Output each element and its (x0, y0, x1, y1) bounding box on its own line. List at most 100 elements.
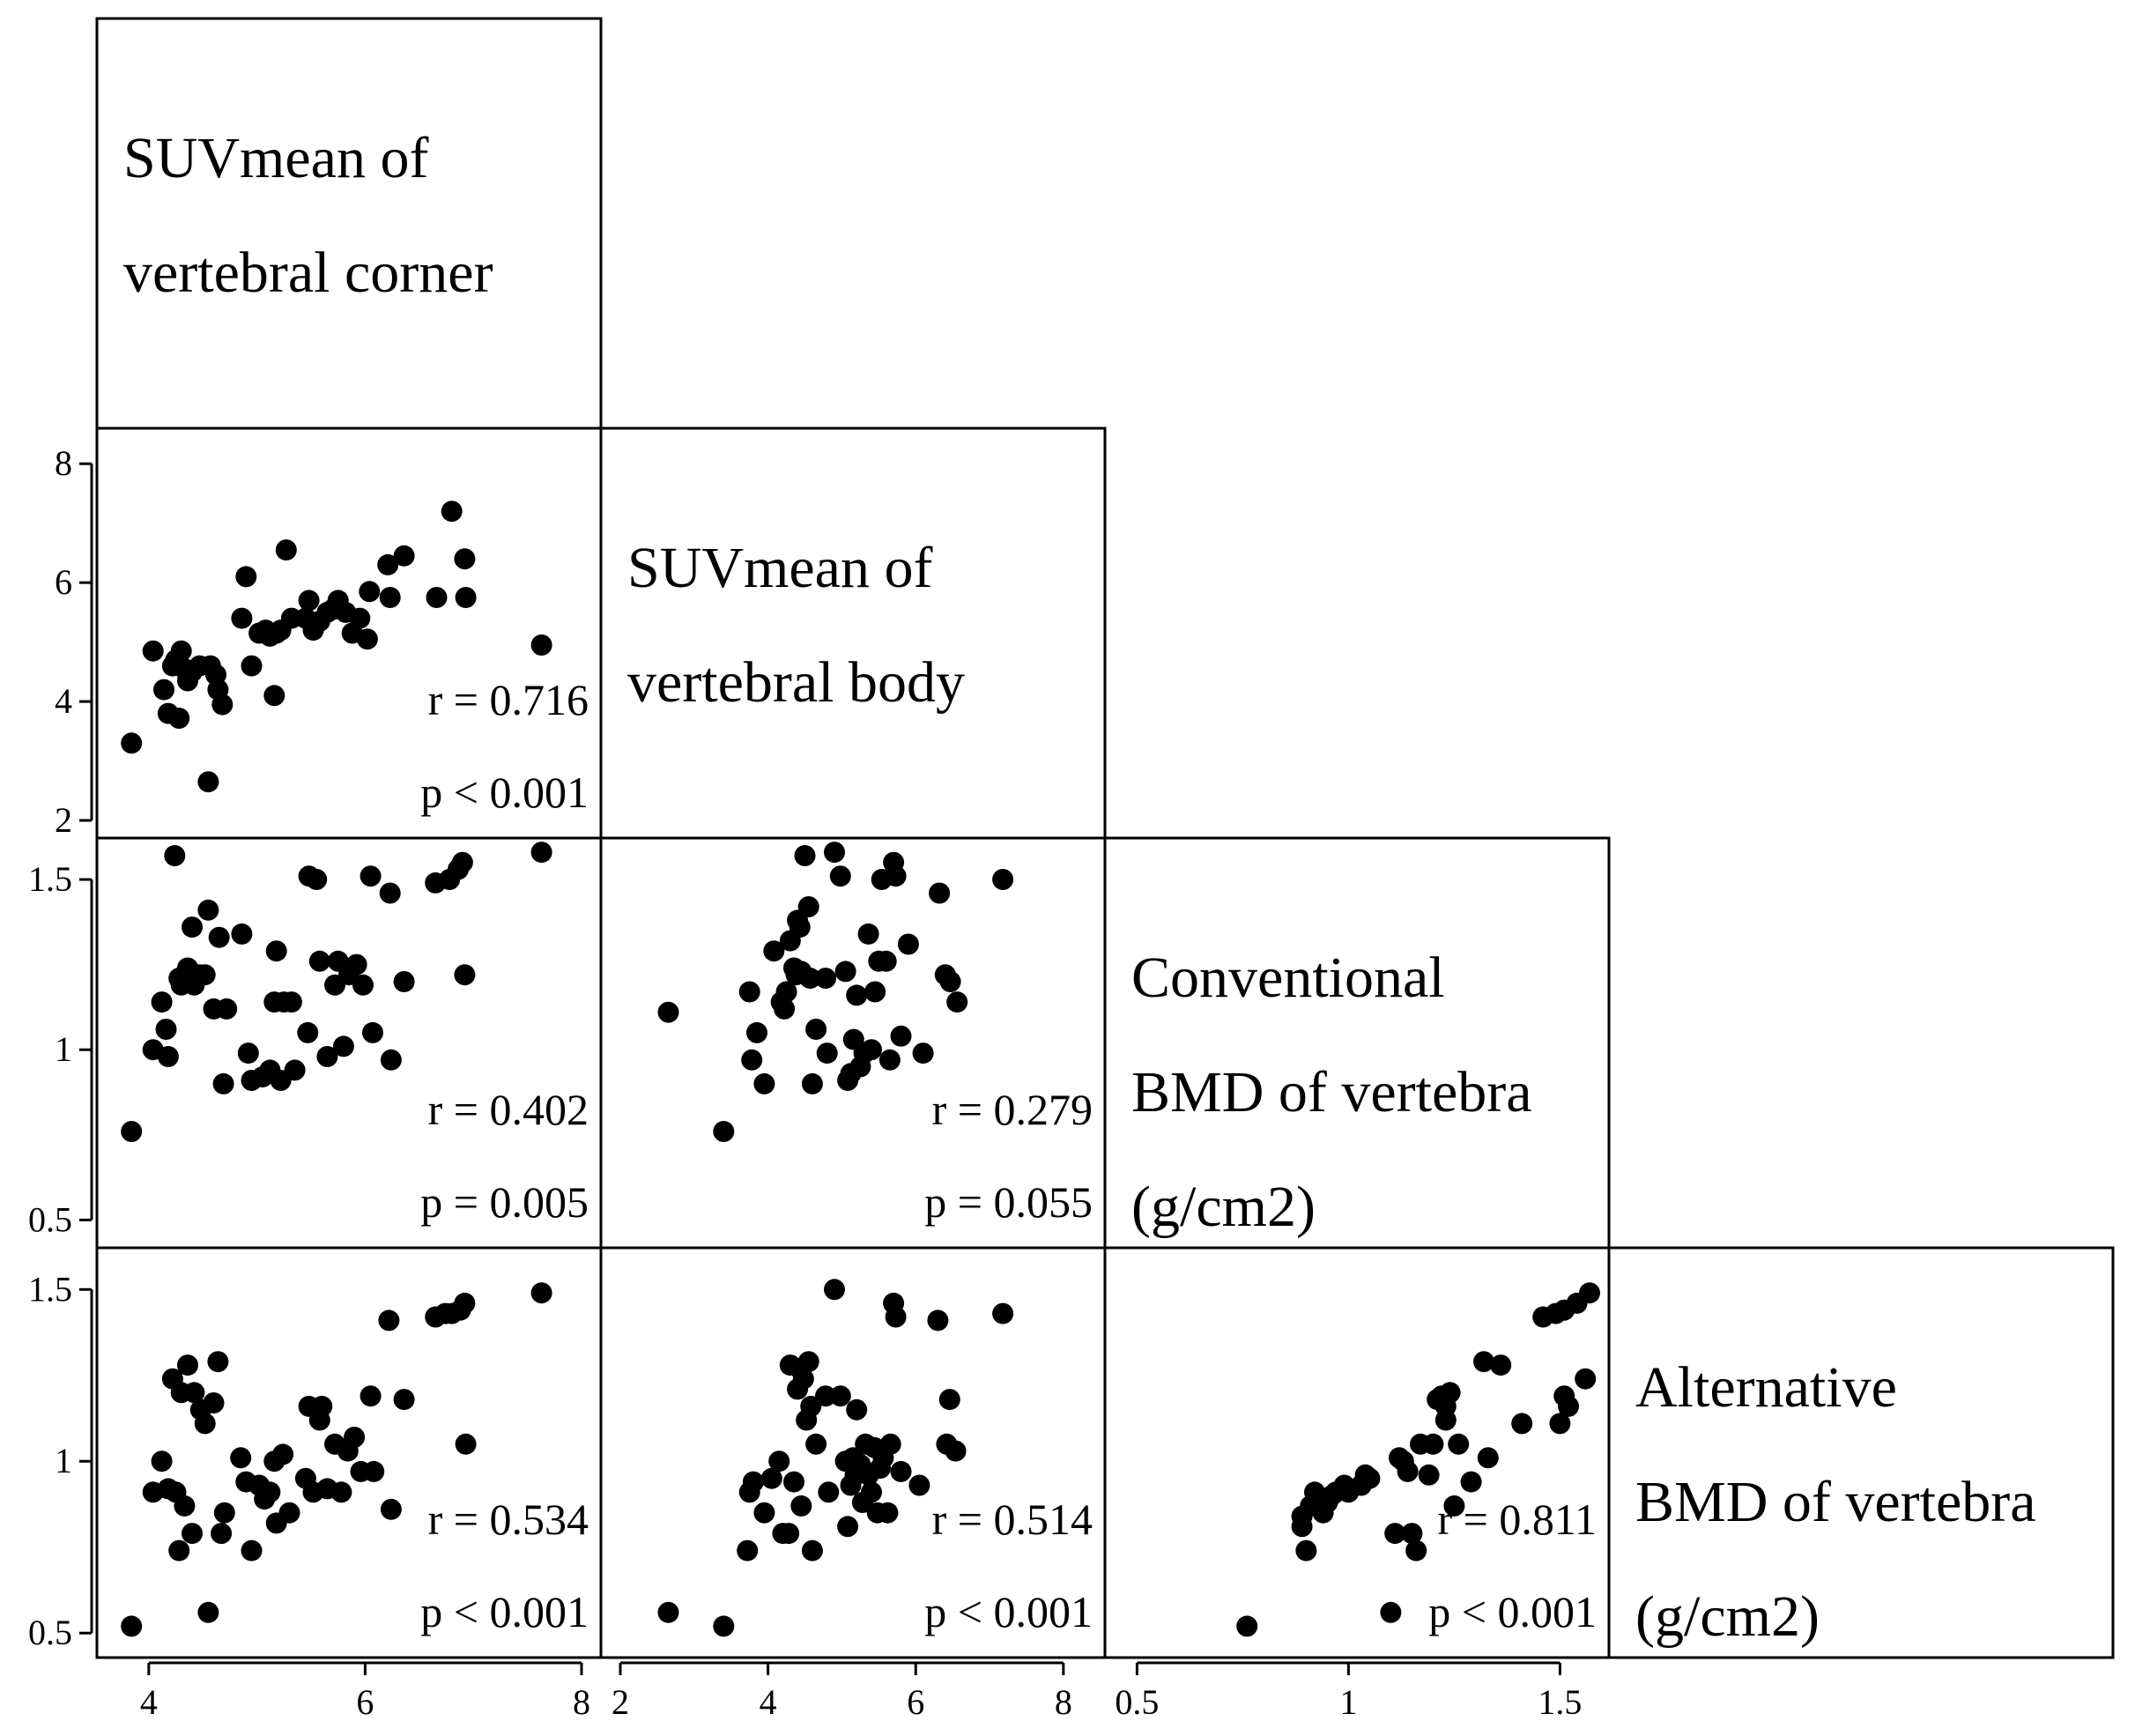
data-point (1384, 1523, 1406, 1545)
data-point (275, 539, 297, 561)
data-point (121, 1615, 143, 1637)
diagonal-label-body: SUVmean of vertebral body (627, 536, 965, 715)
diagonal-label-corner: SUVmean of vertebral corner (123, 126, 493, 305)
data-point (789, 916, 811, 938)
variable-label-corner-line: vertebral corner (123, 241, 493, 305)
data-point (801, 1539, 823, 1562)
diagonal-label-conv: Conventional BMD of vertebra (g/cm2) (1131, 946, 1532, 1239)
data-point (818, 1481, 840, 1503)
data-point (885, 865, 907, 887)
data-point (378, 1309, 400, 1332)
data-point (393, 971, 415, 992)
data-point (742, 1471, 764, 1493)
data-point (1380, 1601, 1402, 1623)
data-point (212, 1072, 234, 1094)
data-point (799, 968, 821, 990)
data-point (455, 1433, 477, 1455)
panel-frame-body-body (599, 427, 1107, 840)
data-point (451, 851, 473, 873)
data-point (824, 842, 845, 864)
data-point (741, 1049, 763, 1071)
x-tick-label: 4 (140, 1682, 158, 1722)
scatter-panel-body-vs-conv: r = 0.279 p = 0.055 (657, 842, 1093, 1227)
data-point (121, 732, 143, 754)
data-point (393, 545, 415, 567)
data-point (455, 587, 477, 608)
data-point (753, 1502, 775, 1524)
data-point (657, 1001, 679, 1023)
data-point (992, 869, 1014, 890)
data-point (344, 1427, 366, 1448)
data-point (800, 1395, 822, 1417)
data-point (363, 1460, 385, 1482)
data-point (1418, 1464, 1440, 1486)
data-point (231, 923, 253, 945)
y-tick-label: 8 (55, 443, 72, 483)
data-point (298, 590, 320, 612)
data-point (330, 1481, 352, 1503)
data-point (768, 1450, 790, 1473)
data-point (182, 1523, 203, 1545)
data-point (278, 1502, 300, 1524)
data-point (861, 1481, 882, 1503)
data-point (1579, 1282, 1600, 1304)
data-point (259, 1481, 281, 1503)
data-point (797, 896, 819, 917)
data-point (157, 1046, 179, 1067)
data-point (393, 1389, 415, 1411)
data-point (738, 981, 760, 1003)
data-point (454, 1292, 476, 1314)
data-point (992, 1302, 1014, 1324)
data-point (194, 1413, 216, 1435)
x-tick-label: 2 (612, 1682, 629, 1722)
data-point (362, 1021, 383, 1043)
data-point (815, 1385, 836, 1407)
correlation-label: r = 0.402 (428, 1085, 589, 1134)
p-value-label: p = 0.055 (924, 1177, 1093, 1227)
data-point (1549, 1413, 1571, 1435)
data-point (155, 1019, 177, 1040)
data-point (182, 916, 203, 938)
correlation-label: r = 0.279 (932, 1085, 1093, 1134)
x-tick-label: 1.5 (1538, 1682, 1582, 1722)
data-point (151, 1450, 173, 1473)
data-point (379, 587, 401, 608)
data-point (1236, 1615, 1258, 1637)
data-point (746, 1021, 767, 1043)
data-point (861, 1039, 882, 1061)
data-point (816, 1042, 838, 1065)
data-point (380, 1049, 402, 1071)
data-point (216, 998, 238, 1020)
data-point (783, 1471, 804, 1493)
data-point (530, 842, 552, 864)
data-point (530, 634, 552, 656)
data-point (231, 607, 253, 629)
data-point (280, 991, 302, 1013)
panel-frame-alt-alt (1607, 1246, 2115, 1659)
x-tick-label: 4 (760, 1682, 777, 1722)
data-point (929, 882, 951, 904)
scatter-panel-corner-vs-conv: r = 0.402 p = 0.005 (121, 842, 589, 1227)
data-point (713, 1615, 735, 1637)
data-point (1460, 1471, 1482, 1493)
data-point (211, 694, 234, 716)
data-point (946, 991, 968, 1013)
data-point (121, 1121, 143, 1142)
data-point (864, 981, 886, 1003)
data-point (1511, 1413, 1533, 1435)
data-point (316, 1046, 338, 1067)
y-tick-label: 0.5 (28, 1613, 72, 1652)
data-point (945, 1440, 967, 1462)
data-point (164, 845, 186, 866)
scatter-panel-corner-vs-alt: r = 0.534 p < 0.001 (121, 1282, 589, 1637)
p-value-label: p < 0.001 (420, 768, 589, 817)
data-point (1291, 1516, 1313, 1538)
variable-label-alt-line: Alternative (1635, 1355, 1897, 1420)
data-point (235, 566, 257, 588)
data-point (939, 971, 961, 992)
x-axis-body: 2 4 6 8 (612, 1661, 1072, 1722)
data-point (1405, 1539, 1427, 1562)
p-value-label: p < 0.001 (924, 1587, 1093, 1636)
data-point (897, 933, 919, 955)
